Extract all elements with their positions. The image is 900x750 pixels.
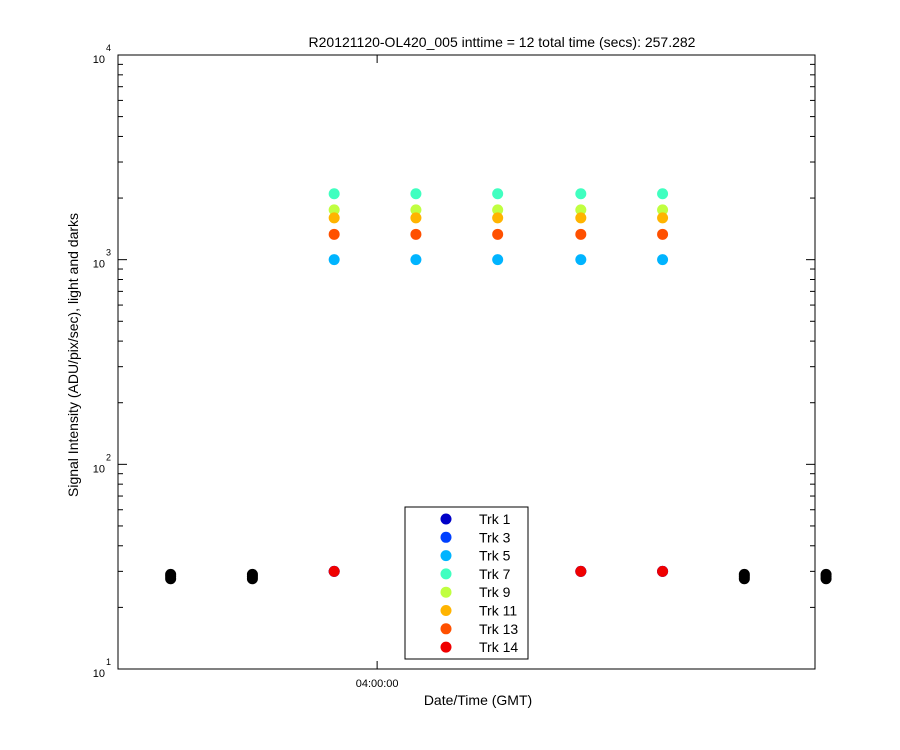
legend-marker [440,641,452,653]
y-tick-exponent: 3 [106,248,111,258]
series-point [410,188,422,200]
y-tick-label: 10 [93,463,105,475]
x-axis-ticks: 04:00:00 [356,55,399,690]
legend-box [404,506,529,660]
legend-marker [440,623,452,635]
legend-label: Trk 14 [479,639,518,655]
series-point [657,188,669,200]
series-point [575,212,587,224]
series-point [575,188,587,200]
dark-point [820,568,832,580]
series-point [492,212,504,224]
y-tick-label: 10 [93,259,105,271]
legend-label: Trk 5 [479,548,511,564]
series-point [575,254,587,266]
series-point [410,254,422,266]
series-point [492,204,504,216]
series-point [328,212,340,224]
y-tick-exponent: 2 [106,452,111,462]
x-tick-label: 04:00:00 [356,678,399,690]
series-point [657,228,669,240]
y-tick-label: 10 [93,54,105,66]
y-tick-label: 10 [93,668,105,680]
series-point [657,204,669,216]
x-axis-label: Date/Time (GMT) [424,692,532,708]
series-point [657,565,669,577]
legend-label: Trk 11 [479,603,517,619]
series-point [575,565,587,577]
series-point [410,228,422,240]
series-point [328,204,340,216]
series-point [492,188,504,200]
series-point [575,204,587,216]
legend-marker [440,586,452,598]
legend-marker [440,550,452,562]
legend-marker [440,531,452,543]
legend-marker [440,568,452,580]
series-point [410,204,422,216]
series-point [410,212,422,224]
legend-label: Trk 7 [479,566,511,582]
y-axis-label: Signal Intensity (ADU/pix/sec), light an… [65,213,81,497]
legend-label: Trk 9 [479,584,511,600]
series-point [575,228,587,240]
dark-point [246,568,258,580]
dark-point [165,568,177,580]
legend-marker [440,605,452,616]
dark-point [738,568,750,580]
chart-title: R20121120-OL420_005 inttime = 12 total t… [309,34,696,50]
legend-marker [440,513,452,525]
series-point [492,228,504,240]
series-point [657,254,669,266]
legend-label: Trk 13 [479,621,518,637]
y-tick-exponent: 1 [106,657,111,667]
legend: Trk 1 Trk 3 Trk 5 Trk 7 Trk 9 Trk 11 Trk 13 Trk… [404,506,529,660]
series-point [328,228,340,240]
legend-label: Trk 3 [479,529,511,545]
series-point [657,212,669,224]
series-point [328,254,340,266]
series-point [328,188,340,200]
y-tick-exponent: 4 [106,43,111,53]
legend-label: Trk 1 [479,511,511,527]
series-point [492,254,504,266]
series-point [328,565,340,577]
